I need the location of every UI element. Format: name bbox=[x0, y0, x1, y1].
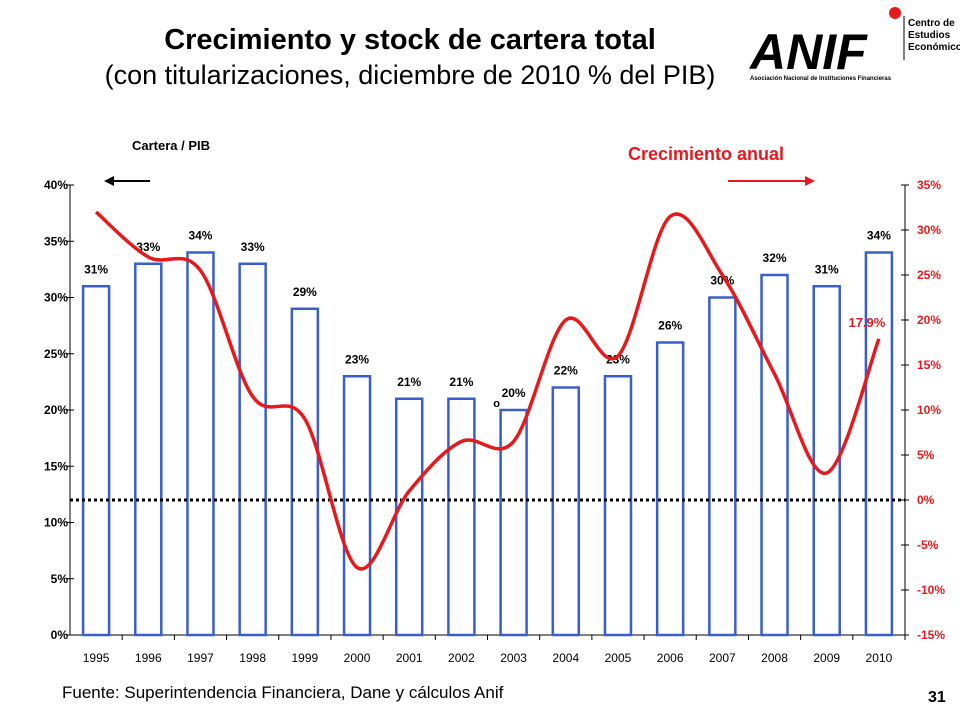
right-tick-label: 30% bbox=[917, 223, 941, 237]
left-tick-label: 35% bbox=[44, 234, 68, 248]
bar bbox=[655, 341, 685, 637]
bar bbox=[238, 262, 267, 637]
bar bbox=[603, 375, 633, 637]
bar bbox=[499, 408, 528, 637]
x-tick-label: 2010 bbox=[866, 651, 893, 665]
bar bbox=[81, 285, 111, 637]
bar bbox=[342, 375, 372, 637]
line-series: 17.9% bbox=[70, 210, 905, 571]
x-tick-label: 1998 bbox=[239, 651, 266, 665]
x-tick-label: 1997 bbox=[187, 651, 214, 665]
x-tick-label: 1996 bbox=[135, 651, 162, 665]
bar-value-label: 29% bbox=[293, 285, 317, 299]
x-tick-label: 2006 bbox=[657, 651, 684, 665]
bar bbox=[551, 386, 581, 637]
right-tick-label: 10% bbox=[917, 403, 941, 417]
stray-mark: o bbox=[493, 398, 500, 410]
bar-value-label: 21% bbox=[449, 375, 473, 389]
x-tick-label: 2008 bbox=[761, 651, 788, 665]
left-tick-label: 25% bbox=[44, 347, 68, 361]
growth-end-label: 17.9% bbox=[848, 315, 885, 330]
bar-value-label: 34% bbox=[867, 229, 891, 243]
logo-side-line-3: Económicos bbox=[908, 42, 960, 53]
source-note: Fuente: Superintendencia Financiera, Dan… bbox=[62, 683, 504, 702]
legend-crecimiento-anual: Crecimiento anual bbox=[628, 144, 785, 164]
logo-wordmark: ANIF bbox=[748, 24, 868, 80]
right-tick-label: 15% bbox=[917, 358, 941, 372]
logo-tagline: Asociación Nacional de Instituciones Fin… bbox=[750, 76, 892, 82]
bar bbox=[134, 262, 163, 637]
left-tick-label: 20% bbox=[44, 403, 68, 417]
chart-subtitle: (con titularizaciones, diciembre de 2010… bbox=[104, 60, 716, 90]
bar bbox=[290, 307, 320, 637]
bar-value-label: 31% bbox=[815, 262, 839, 276]
right-tick-label: 35% bbox=[917, 178, 941, 192]
bar-value-label: 34% bbox=[188, 229, 212, 243]
logo-red-dot bbox=[889, 7, 901, 19]
anif-logo: ANIF Centro de Estudios Económicos Asoci… bbox=[748, 4, 960, 96]
left-tick-label: 30% bbox=[44, 291, 68, 305]
x-tick-label: 1999 bbox=[291, 651, 318, 665]
chart-axes: 0% 5% 10% 15% 20% 25% 30% 35% 40% -15% -10% -5% 0% 5%… bbox=[44, 178, 945, 642]
title-block: Crecimiento y stock de cartera total (co… bbox=[40, 22, 780, 92]
logo-side-line-2: Estudios bbox=[908, 30, 951, 41]
x-axis-ticks: 1995 1996 1997 1998 1999 2000 2001 2002 2003 2004… bbox=[83, 635, 906, 665]
right-tick-label: 5% bbox=[917, 448, 935, 462]
x-tick-label: 1995 bbox=[83, 651, 110, 665]
right-tick-label: 0% bbox=[917, 493, 935, 507]
bar-value-label: 22% bbox=[554, 364, 578, 378]
x-tick-label: 2007 bbox=[709, 651, 736, 665]
bar bbox=[394, 397, 424, 637]
left-tick-label: 15% bbox=[44, 459, 68, 473]
bar bbox=[760, 273, 789, 637]
right-tick-label: -10% bbox=[917, 583, 945, 597]
legend-arrow-left-head bbox=[104, 176, 114, 186]
bar bbox=[864, 251, 894, 637]
legend-arrows bbox=[104, 176, 815, 186]
left-tick-label: 0% bbox=[51, 628, 69, 642]
right-tick-label: 20% bbox=[917, 313, 941, 327]
bar-value-label: 21% bbox=[397, 375, 421, 389]
bar-value-label: 33% bbox=[241, 240, 265, 254]
logo-side-line-1: Centro de bbox=[908, 18, 955, 29]
bar-labels: 31%33%34%33%29%23%21% 21%20%22%23%26%30%3… bbox=[84, 229, 891, 411]
chart-title: Crecimiento y stock de cartera total bbox=[164, 24, 656, 56]
legend-cartera-pib: Cartera / PIB bbox=[132, 138, 211, 153]
x-tick-label: 2009 bbox=[813, 651, 840, 665]
right-tick-label: 25% bbox=[917, 268, 941, 282]
bar-value-label: 31% bbox=[84, 262, 108, 276]
x-tick-label: 2003 bbox=[500, 651, 527, 665]
right-tick-label: -15% bbox=[917, 628, 945, 642]
bar-value-label: 32% bbox=[763, 251, 787, 265]
bar-series bbox=[81, 251, 894, 637]
x-tick-label: 2001 bbox=[396, 651, 423, 665]
page-number: 31 bbox=[928, 689, 946, 706]
left-tick-label: 10% bbox=[44, 516, 68, 530]
bar bbox=[708, 296, 737, 637]
anif-logo-mark: ANIF bbox=[748, 7, 905, 80]
bar-value-label: 26% bbox=[658, 319, 682, 333]
left-tick-label: 40% bbox=[44, 178, 68, 192]
x-tick-label: 2002 bbox=[448, 651, 475, 665]
bar-value-label: 20% bbox=[502, 386, 526, 400]
x-tick-label: 2005 bbox=[605, 651, 632, 665]
logo-side-text: Centro de Estudios Económicos bbox=[908, 18, 960, 54]
bar-value-label: 23% bbox=[606, 352, 630, 366]
right-tick-label: -5% bbox=[917, 538, 939, 552]
legend-arrow-right-head bbox=[805, 176, 815, 186]
bar bbox=[186, 251, 215, 637]
left-tick-label: 5% bbox=[51, 572, 69, 586]
bar bbox=[447, 397, 476, 637]
x-tick-label: 2004 bbox=[552, 651, 579, 665]
bar-value-label: 23% bbox=[345, 352, 369, 366]
bar-value-label: 33% bbox=[136, 240, 160, 254]
x-tick-label: 2000 bbox=[344, 651, 371, 665]
